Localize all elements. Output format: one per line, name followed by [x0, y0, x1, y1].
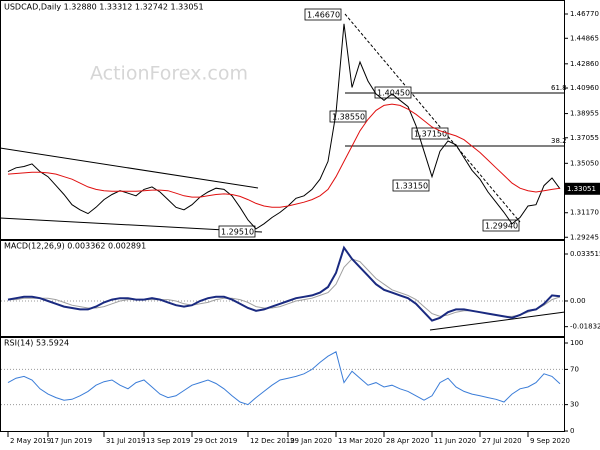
annotation: 1.40450 [377, 89, 410, 98]
annotation: 1.33150 [395, 182, 428, 191]
y-tick-label: -0.018324 [570, 323, 600, 331]
annotation-box [392, 179, 430, 192]
x-tick-label: 31 Jul 2019 [106, 437, 146, 445]
x-tick-label: 28 Apr 2020 [386, 437, 429, 445]
y-tick-label: 1.37055 [570, 134, 599, 142]
y-tick-label: 0 [570, 427, 574, 435]
fib-label: 61.8 [551, 84, 567, 92]
y-tick-label: 1.35050 [570, 159, 599, 167]
annotation: 1.29940 [485, 222, 518, 231]
y-tick-label: 100 [570, 339, 583, 347]
y-tick-label: 1.44865 [570, 34, 599, 42]
fib-label: 38.2 [551, 137, 567, 145]
annotation: 1.38550 [332, 113, 365, 122]
panel-frame [0, 337, 565, 432]
x-tick-label: 11 Jun 2020 [434, 437, 476, 445]
last-price-box [565, 182, 600, 195]
series-line [7, 23, 561, 230]
y-tick-label: 30 [570, 401, 579, 409]
annotation: 1.46670 [307, 11, 340, 20]
annotation-box [218, 225, 256, 238]
annotation-box [304, 8, 342, 21]
annotation-box [329, 110, 367, 123]
trendline [429, 311, 566, 331]
panel-title: MACD(12,26,9) 0.003362 0.002891 [4, 242, 146, 251]
x-tick-label: 29 Jan 2020 [290, 437, 332, 445]
y-tick-label: 1.46770 [570, 10, 599, 18]
x-tick-label: 12 Dec 2019 [250, 437, 295, 445]
y-tick-label: 1.38955 [570, 110, 599, 118]
annotation: 1.29510 [221, 228, 254, 237]
x-tick-label: 13 Sep 2019 [146, 437, 190, 445]
x-tick-label: 27 Jul 2020 [482, 437, 522, 445]
panel-frame [0, 0, 565, 240]
x-tick-label: 9 Sep 2020 [530, 437, 570, 445]
y-tick-label: 1.31170 [570, 209, 599, 217]
x-tick-label: 29 Oct 2019 [194, 437, 237, 445]
last-price: 1.33051 [567, 185, 596, 193]
series-line [7, 103, 561, 208]
annotation-box [482, 219, 520, 232]
y-tick-label: 0.00 [570, 297, 586, 305]
series-line [7, 245, 561, 322]
x-tick-label: 13 Mar 2020 [338, 437, 382, 445]
trendline [0, 147, 259, 189]
chart-title: USDCAD,Daily 1.32880 1.33312 1.32742 1.3… [4, 3, 204, 12]
trendline [0, 217, 263, 233]
x-tick-label: 2 May 2019 [10, 437, 51, 445]
panel-title: RSI(14) 53.5924 [4, 339, 69, 348]
y-tick-label: 70 [570, 365, 579, 373]
watermark: ActionForex.com [90, 63, 248, 85]
trendline [344, 13, 521, 223]
panel-frame [0, 240, 565, 337]
series-line [7, 351, 561, 406]
x-tick-label: 17 Jun 2019 [50, 437, 92, 445]
y-tick-label: 1.42860 [570, 60, 599, 68]
y-tick-label: 1.40960 [570, 84, 599, 92]
y-tick-label: 1.29245 [570, 233, 599, 241]
y-tick-label: 0.033515 [570, 250, 600, 258]
annotations: 1.46670 1.40450 1.38550 1.37150 1.33150 … [218, 8, 520, 238]
annotation: 1.37150 [414, 130, 447, 139]
